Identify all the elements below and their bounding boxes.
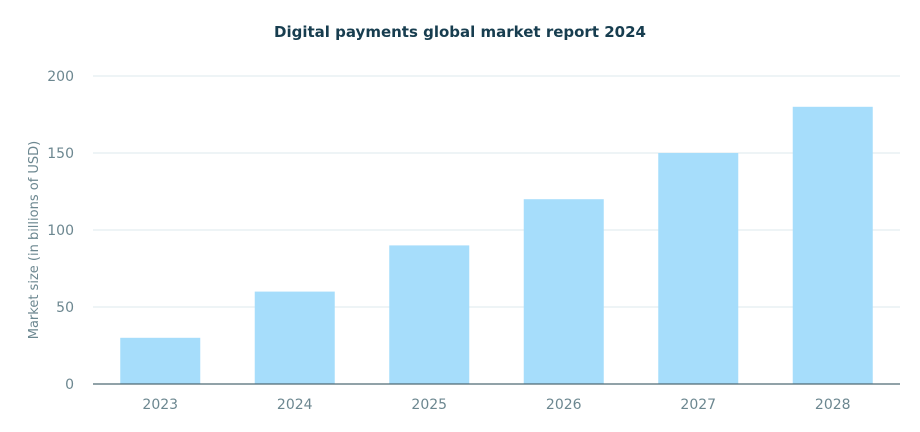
x-tick-label-2025: 2025 xyxy=(411,397,447,413)
bar-2028 xyxy=(792,106,873,385)
bar-2023 xyxy=(120,337,201,384)
gridlines xyxy=(93,75,900,308)
chart-title: Digital payments global market report 20… xyxy=(274,23,646,41)
tick-labels: 0 50 100 150 200 2023 2024 2025 2026 2027 2028 xyxy=(47,69,850,413)
bars xyxy=(120,106,873,385)
x-tick-label-2023: 2023 xyxy=(142,397,178,413)
x-tick-label-2026: 2026 xyxy=(546,397,582,413)
bar-2026 xyxy=(523,199,604,384)
y-tick-label-50: 50 xyxy=(56,300,74,316)
x-tick-label-2028: 2028 xyxy=(815,397,851,413)
y-tick-label-100: 100 xyxy=(47,223,74,239)
bar-2025 xyxy=(389,245,470,384)
y-tick-label-0: 0 xyxy=(65,377,74,393)
x-tick-label-2024: 2024 xyxy=(277,397,313,413)
bar-2027 xyxy=(658,153,739,384)
y-tick-label-150: 150 xyxy=(47,146,74,162)
y-axis-label: Market size (in billions of USD) xyxy=(27,141,42,340)
bar-2024 xyxy=(254,291,335,384)
y-tick-label-200: 200 xyxy=(47,69,74,85)
x-tick-label-2027: 2027 xyxy=(680,397,716,413)
